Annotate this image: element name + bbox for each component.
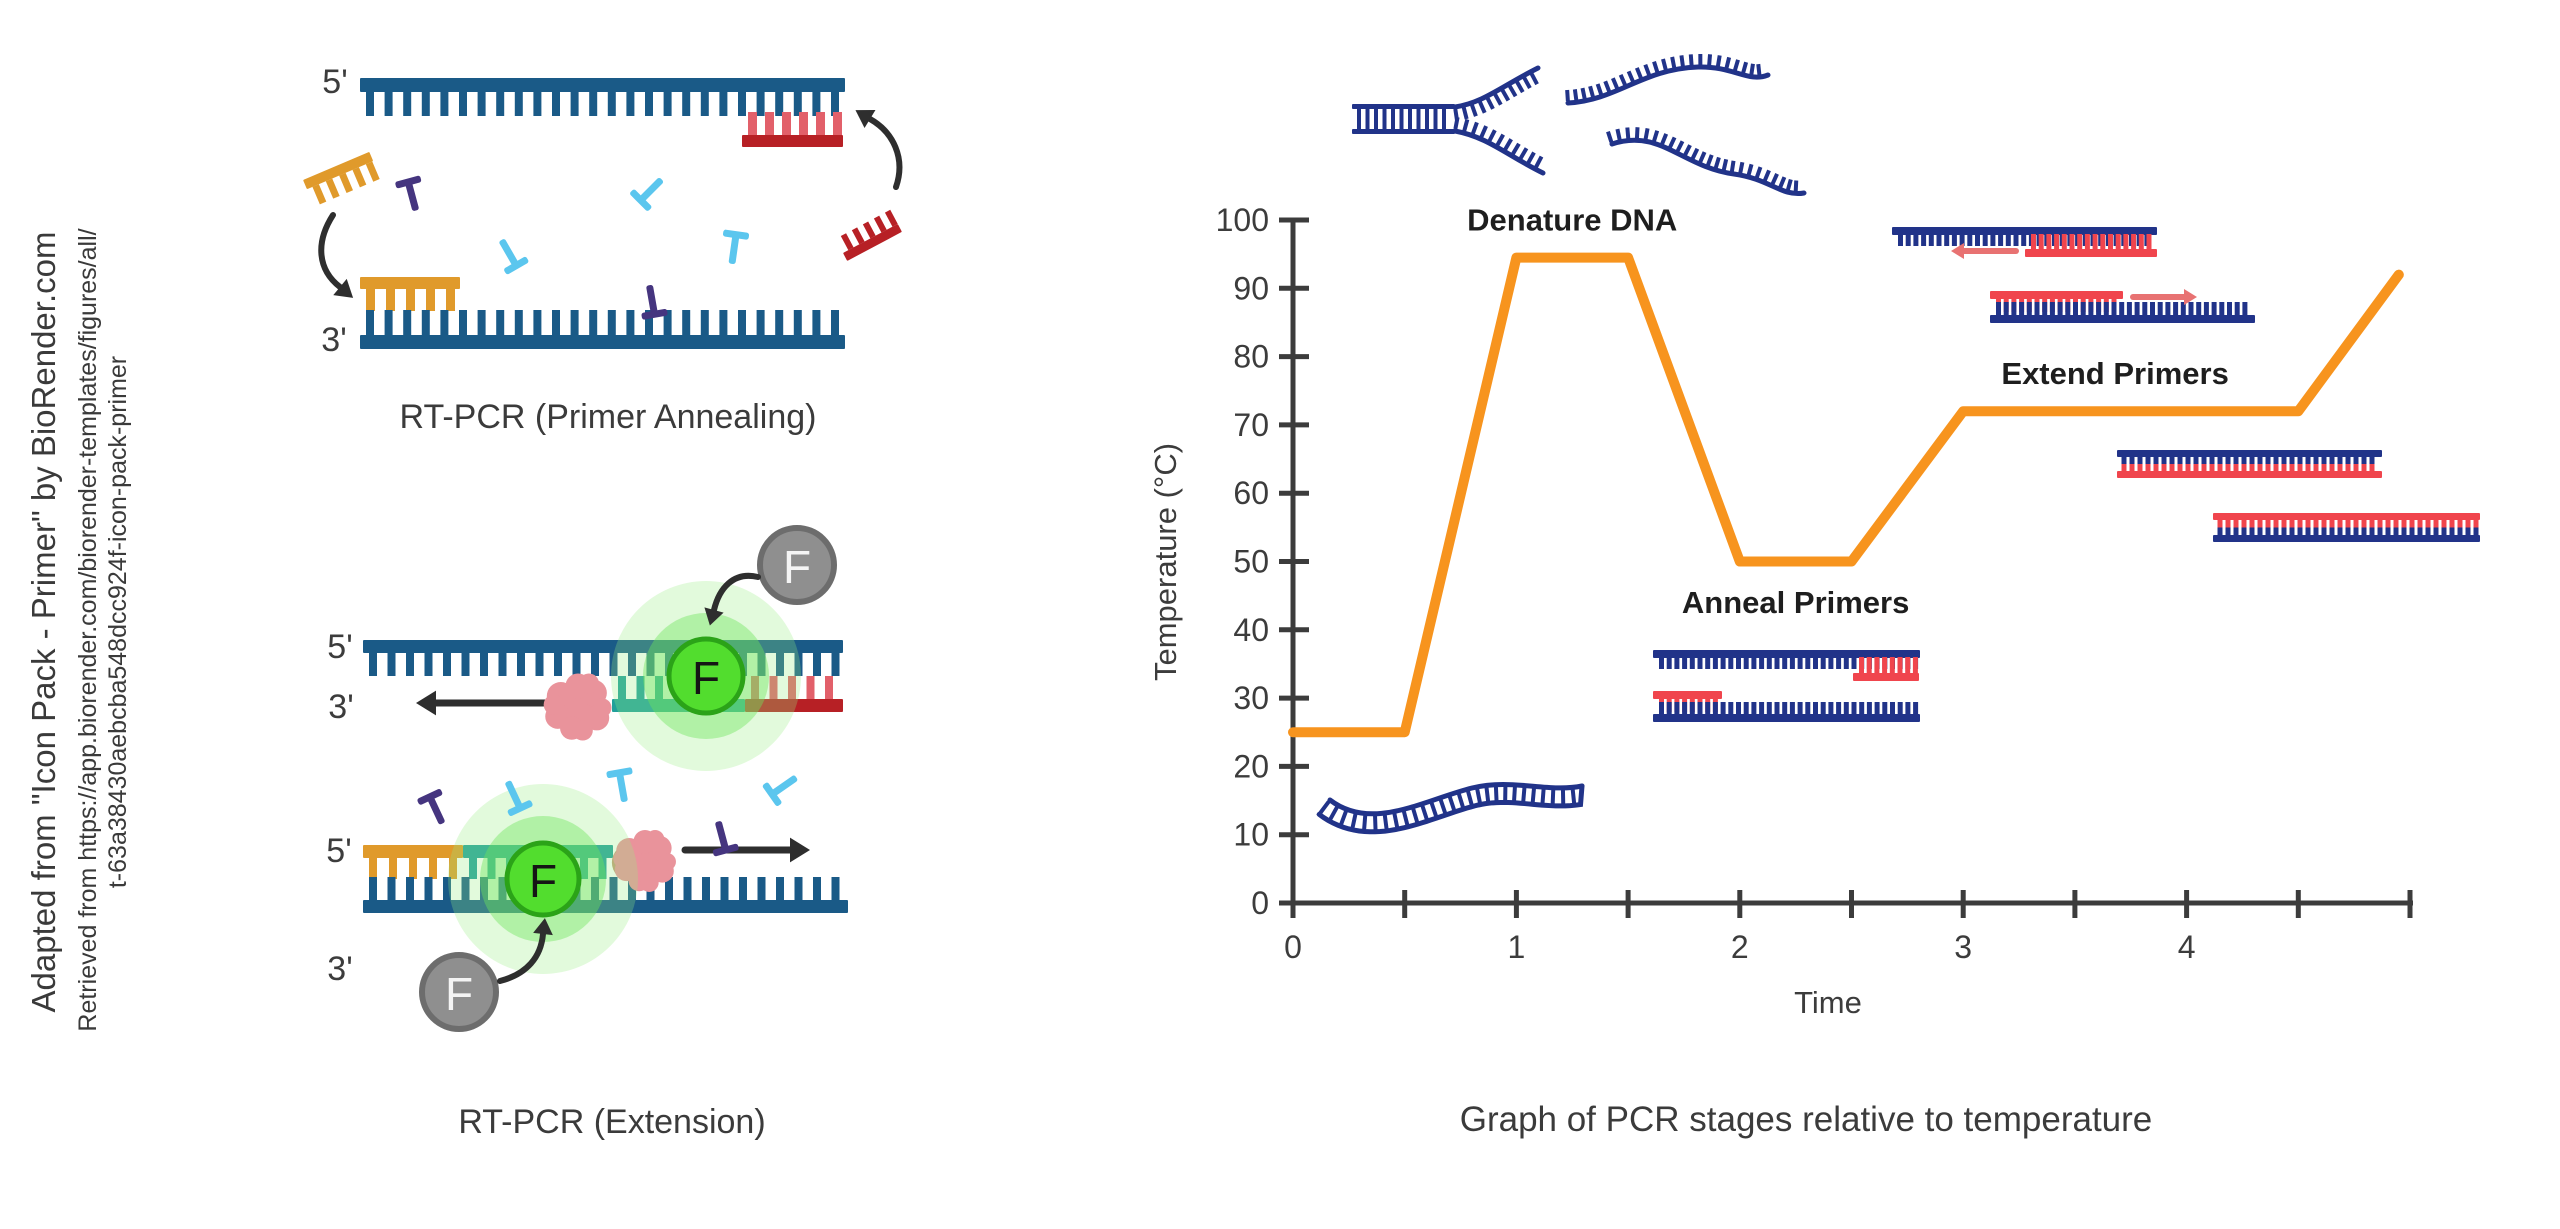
nucleotide-icon [395, 175, 422, 211]
stage-annotation-anneal: Anneal Primers [1682, 585, 1909, 620]
anneal-template-top [1653, 650, 1920, 669]
attribution-line-2: Retrieved from https://app.biorender.com… [74, 228, 102, 1031]
chart-caption: Graph of PCR stages relative to temperat… [1460, 1100, 2153, 1139]
x-tick-label: 2 [1731, 929, 1749, 965]
fluorophore-attach-arrow-2 [497, 918, 553, 984]
attribution-line-3: t-63a38430aebcba548dcc924f-icon-pack-pri… [104, 356, 132, 888]
denature-fork-arm-top [1452, 65, 1541, 122]
y-tick-label: 40 [1233, 612, 1269, 648]
ext2-orange-primer [363, 845, 463, 879]
x-tick-label: 1 [1508, 929, 1526, 965]
fluorophore-label: F [692, 652, 720, 704]
stage-annotation-extend: Extend Primers [2001, 356, 2228, 391]
stage-annotation-denature: Denature DNA [1467, 203, 1677, 238]
extend-direction-arrow-right [2130, 288, 2197, 306]
three-prime-label: 3' [321, 321, 346, 359]
five-prime-label: 5' [322, 63, 347, 101]
red-primer-annealed [742, 112, 843, 147]
extend-template-2 [1990, 302, 2255, 323]
extend-direction-arrow-left [1951, 242, 2019, 260]
y-tick-label: 70 [1233, 407, 1269, 443]
red-primer-floating [840, 209, 902, 261]
ext-red-primer [745, 676, 843, 712]
nucleotide-icon [505, 780, 533, 816]
extension-diagram-title: RT-PCR (Extension) [458, 1103, 765, 1141]
x-tick-label: 3 [1954, 929, 1972, 965]
temperature-profile-line [1288, 252, 2404, 738]
y-tick-label: 30 [1233, 680, 1269, 716]
y-tick-label: 60 [1233, 475, 1269, 511]
annealing-arrow-left [318, 212, 354, 298]
fluorophore-label: F [529, 855, 557, 907]
y-tick-label: 90 [1233, 270, 1269, 306]
fluorophore-label: F [445, 968, 473, 1020]
orange-primer-annealed [360, 277, 460, 311]
fluorophore-gray-1: F [757, 525, 837, 605]
three-prime-label: 3' [327, 950, 352, 988]
y-tick-label: 0 [1251, 885, 1269, 921]
y-tick-label: 50 [1233, 544, 1269, 580]
five-prime-label: 5' [327, 628, 352, 666]
y-tick-label: 80 [1233, 339, 1269, 375]
extension-direction-arrow-right [681, 837, 810, 863]
y-tick-label: 20 [1233, 748, 1269, 784]
template-strand-top [360, 78, 845, 116]
x-tick-label: 4 [2178, 929, 2196, 965]
fluorophore-green-1: F [611, 581, 801, 771]
annealing-arrow-right [855, 109, 903, 190]
temperature-chart: 0 10 20 30 40 50 60 70 80 90 100 0 1 2 3 4 [1216, 202, 2413, 965]
nucleotide-icon [606, 767, 633, 802]
annealing-diagram-title: RT-PCR (Primer Annealing) [400, 398, 817, 436]
nucleotide-icon [722, 229, 750, 265]
polymerase-2 [611, 830, 676, 892]
nucleotide-icon [499, 239, 529, 275]
extend-red-2 [1990, 291, 2123, 312]
nucleotide-icon [630, 177, 664, 211]
denature-duplex [1352, 104, 1455, 134]
orange-primer-floating [303, 152, 380, 205]
anneal-red-primer-1 [1853, 657, 1919, 681]
x-axis-label: Time [1794, 985, 1862, 1020]
nucleotide-icon [417, 789, 445, 825]
extend-red-1 [2025, 234, 2157, 257]
template-strand-bottom [360, 310, 845, 349]
five-prime-label: 5' [326, 832, 351, 870]
anneal-template-bottom [1653, 702, 1920, 722]
polymerase-1 [543, 673, 612, 741]
fluorophore-green-2: F [448, 784, 638, 974]
product-duplex-2 [2213, 513, 2480, 542]
three-prime-label: 3' [328, 688, 353, 726]
figure-graphics: 0 10 20 30 40 50 60 70 80 90 100 0 1 2 3 4 F F F F [303, 53, 2480, 1032]
fluorophore-attach-arrow-1 [704, 572, 761, 626]
y-tick-label: 100 [1216, 202, 1269, 238]
denatured-ssdna-2 [1606, 127, 1807, 197]
product-duplex-1 [2117, 450, 2382, 478]
nucleotide-icon [762, 775, 798, 806]
extension-direction-arrow-left [416, 690, 549, 716]
fluorophore-label: F [783, 541, 811, 593]
ssdna-template-low-temp [1316, 781, 1585, 835]
nucleotide-icon [641, 285, 668, 320]
y-tick-label: 10 [1233, 817, 1269, 853]
fluorophore-gray-2: F [419, 952, 499, 1032]
denature-fork-arm-bottom [1452, 116, 1546, 176]
attribution-line-1: Adapted from "Icon Pack - Primer" by Bio… [25, 232, 62, 1013]
x-tick-label: 0 [1284, 929, 1302, 965]
denatured-ssdna-1 [1565, 53, 1771, 106]
y-axis-label: Temperature (°C) [1148, 443, 1183, 681]
nucleotide-icon [712, 821, 739, 857]
